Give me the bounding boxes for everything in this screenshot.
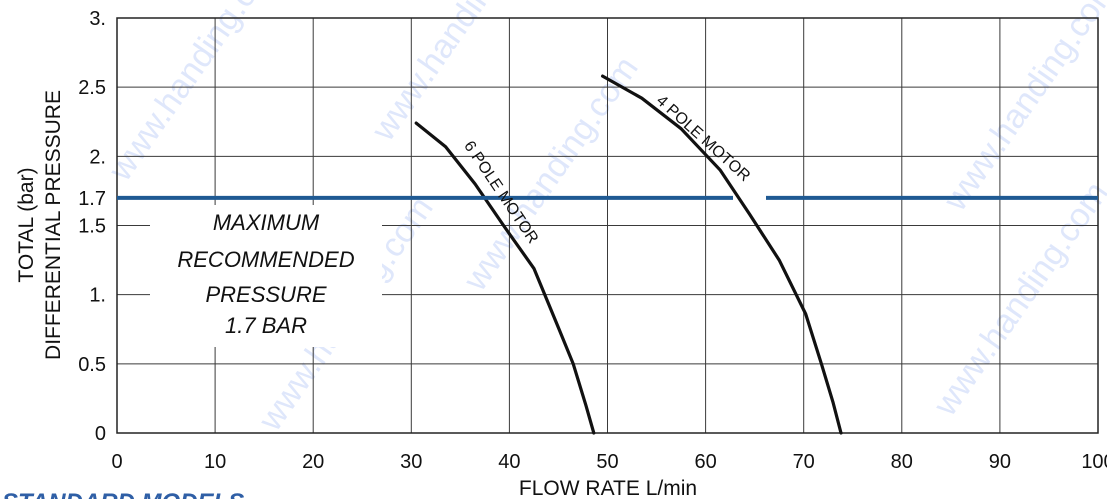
max-pressure-note: PRESSURE bbox=[205, 282, 326, 307]
max-pressure-note: MAXIMUM bbox=[213, 210, 320, 235]
y-tick-label: 1.5 bbox=[78, 216, 106, 238]
grid-lines bbox=[116, 17, 1099, 434]
x-tick-label: 10 bbox=[204, 451, 226, 473]
x-tick-label: 40 bbox=[498, 451, 520, 473]
watermark-text: www.handing.com bbox=[364, 0, 554, 148]
y-tick-label: 1.7 bbox=[78, 188, 106, 210]
watermark-text: www.handing.com bbox=[101, 0, 291, 188]
watermark-text: www.handing.com bbox=[926, 175, 1107, 424]
y-tick-label: 0 bbox=[95, 423, 106, 445]
y-tick-label: 2.5 bbox=[78, 77, 106, 99]
series-line-4-pole-motor bbox=[600, 74, 843, 435]
x-tick-label: 30 bbox=[400, 451, 422, 473]
x-tick-label: 90 bbox=[989, 451, 1011, 473]
series-line-6-pole-motor bbox=[414, 121, 596, 435]
x-axis-title: FLOW RATE L/min bbox=[519, 477, 697, 499]
curves bbox=[414, 74, 843, 435]
x-tick-label: 0 bbox=[111, 451, 122, 473]
x-tick-label: 70 bbox=[793, 451, 815, 473]
y-tick-label: 3. bbox=[89, 8, 106, 30]
x-tick-label: 50 bbox=[596, 451, 618, 473]
y-tick-label: 1. bbox=[89, 285, 106, 307]
y-tick-label: 2. bbox=[89, 146, 106, 168]
footer-heading: STANDARD MODELS bbox=[2, 489, 244, 499]
x-tick-label: 80 bbox=[891, 451, 913, 473]
x-tick-label: 100 bbox=[1081, 451, 1107, 473]
note-background bbox=[150, 205, 382, 347]
curve-label: 4 POLE MOTOR bbox=[653, 92, 753, 185]
x-tick-label: 60 bbox=[694, 451, 716, 473]
max-pressure-note: 1.7 BAR bbox=[225, 313, 307, 338]
x-tick-label: 20 bbox=[302, 451, 324, 473]
max-pressure-note: RECOMMENDED bbox=[177, 247, 354, 272]
plot-frame bbox=[116, 17, 1099, 434]
y-tick-label: 0.5 bbox=[78, 354, 106, 376]
y-axis-title: DIFFERENTIAL PRESSURE bbox=[42, 90, 65, 360]
y-axis-title: TOTAL (bar) bbox=[15, 167, 38, 282]
